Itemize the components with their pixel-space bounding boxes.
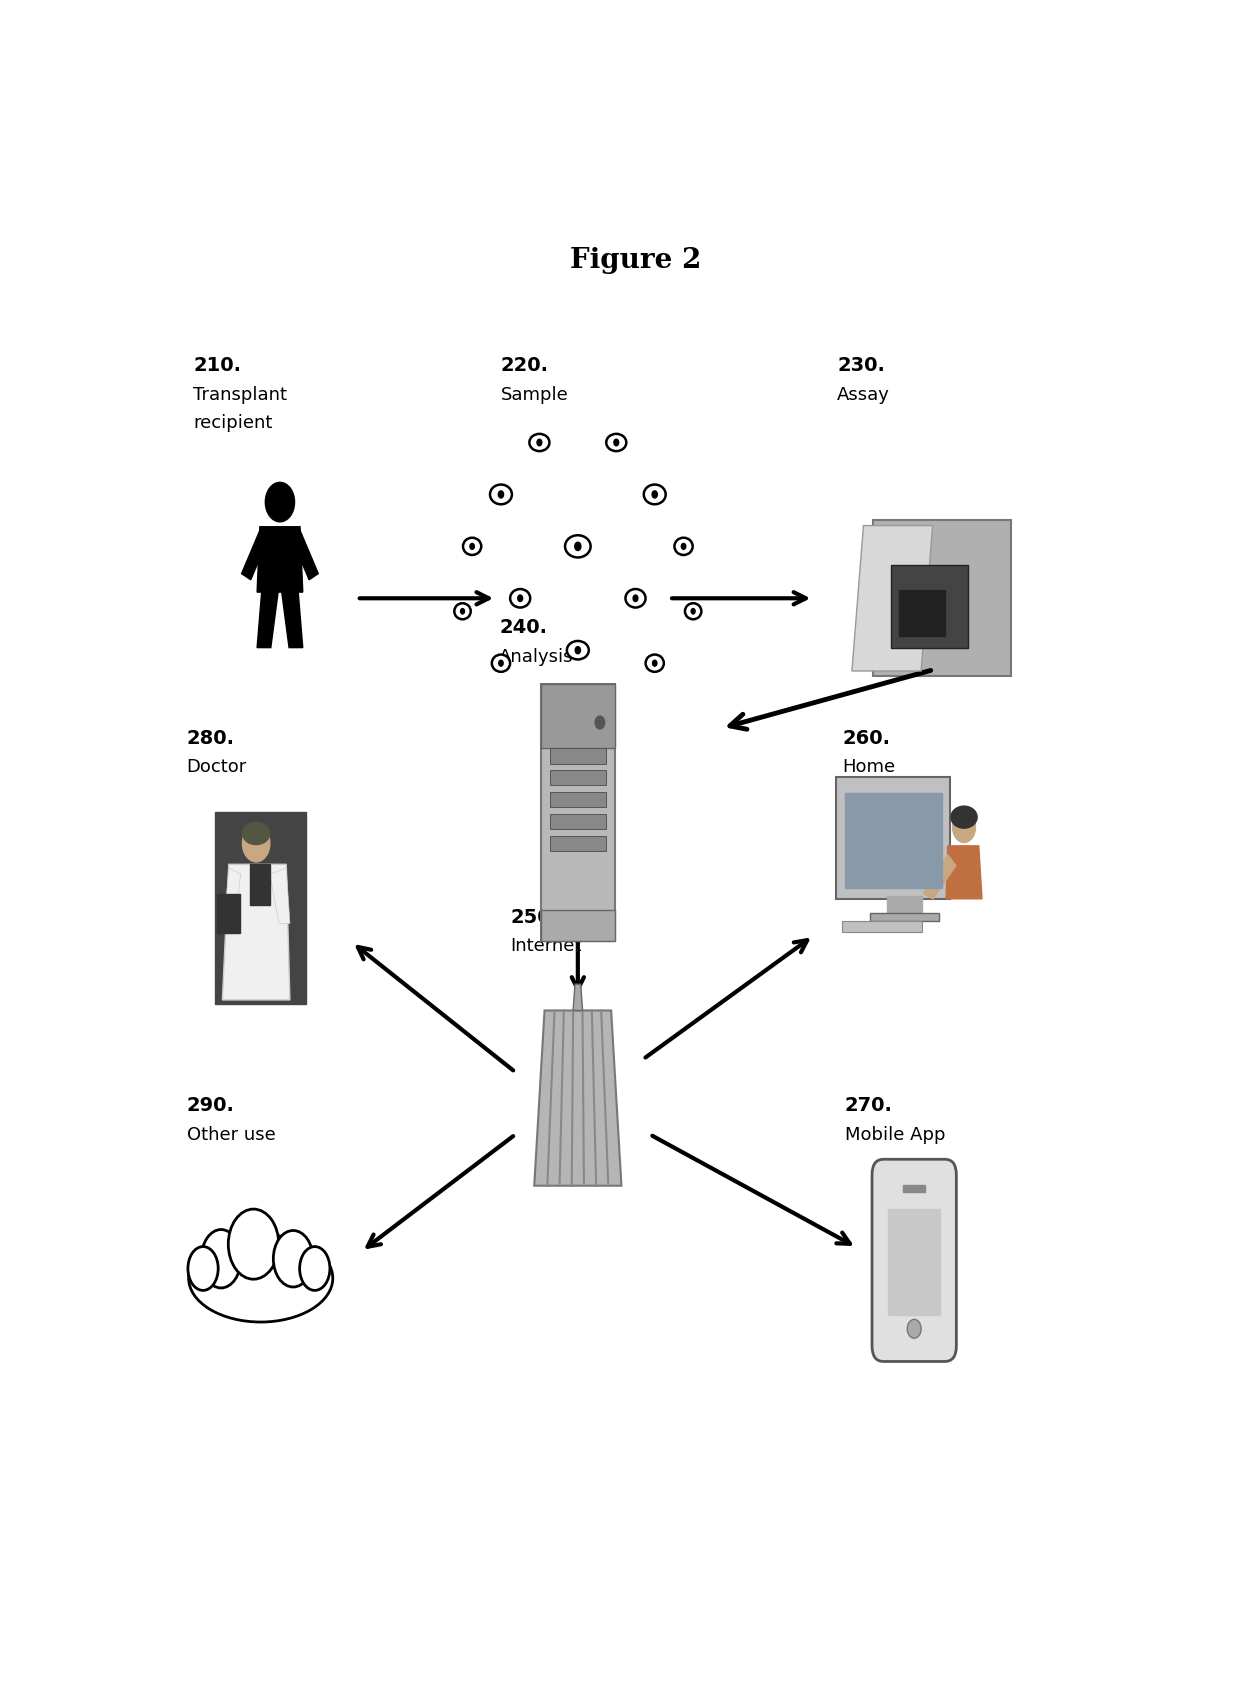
Text: Internet: Internet <box>511 937 582 956</box>
Bar <box>549 792 606 808</box>
Ellipse shape <box>529 433 549 452</box>
Circle shape <box>518 595 522 602</box>
Bar <box>549 836 606 851</box>
Ellipse shape <box>510 588 531 607</box>
Ellipse shape <box>188 1234 332 1322</box>
Ellipse shape <box>567 641 589 659</box>
Bar <box>888 895 921 915</box>
Circle shape <box>595 717 605 728</box>
Polygon shape <box>224 868 241 924</box>
Bar <box>215 813 306 1003</box>
Ellipse shape <box>201 1229 241 1288</box>
Circle shape <box>243 824 270 862</box>
Circle shape <box>952 811 976 843</box>
Ellipse shape <box>454 604 471 619</box>
Ellipse shape <box>228 1209 279 1280</box>
Ellipse shape <box>684 604 702 619</box>
Polygon shape <box>222 865 290 1000</box>
Bar <box>836 777 950 899</box>
Polygon shape <box>257 592 278 647</box>
Polygon shape <box>291 531 319 580</box>
Ellipse shape <box>951 806 977 828</box>
Text: Transplant: Transplant <box>193 386 288 403</box>
Polygon shape <box>242 531 269 580</box>
FancyBboxPatch shape <box>872 1160 956 1362</box>
Ellipse shape <box>188 1246 218 1290</box>
Bar <box>888 1209 940 1315</box>
Polygon shape <box>281 592 303 647</box>
Circle shape <box>498 661 503 666</box>
Text: Sample: Sample <box>501 386 569 403</box>
Text: 220.: 220. <box>501 356 549 374</box>
Circle shape <box>537 440 542 445</box>
Circle shape <box>265 482 295 521</box>
Text: Other use: Other use <box>187 1126 275 1143</box>
Bar <box>549 749 606 764</box>
Bar <box>846 792 942 889</box>
Circle shape <box>634 595 637 602</box>
Bar <box>217 894 239 934</box>
Ellipse shape <box>606 433 626 452</box>
Bar <box>541 685 615 749</box>
Text: Analysis: Analysis <box>498 647 574 666</box>
Circle shape <box>575 543 580 551</box>
Ellipse shape <box>243 823 270 845</box>
Text: Doctor: Doctor <box>187 759 247 776</box>
Ellipse shape <box>675 538 693 555</box>
Ellipse shape <box>463 538 481 555</box>
Text: 260.: 260. <box>842 728 890 747</box>
Text: 280.: 280. <box>187 728 234 747</box>
Ellipse shape <box>625 588 646 607</box>
Circle shape <box>691 609 696 614</box>
Circle shape <box>460 609 465 614</box>
Polygon shape <box>270 868 290 924</box>
Text: 240.: 240. <box>498 619 547 637</box>
Ellipse shape <box>273 1231 312 1286</box>
Ellipse shape <box>492 654 510 671</box>
Text: 270.: 270. <box>844 1096 893 1114</box>
Circle shape <box>908 1320 921 1339</box>
Polygon shape <box>573 985 583 1010</box>
Text: Figure 2: Figure 2 <box>570 248 701 275</box>
Ellipse shape <box>565 534 590 558</box>
Text: Assay: Assay <box>837 386 890 403</box>
Circle shape <box>652 661 657 666</box>
Bar <box>541 685 615 941</box>
Text: Mobile App: Mobile App <box>844 1126 945 1143</box>
Ellipse shape <box>300 1246 330 1290</box>
Circle shape <box>470 543 475 550</box>
Text: 210.: 210. <box>193 356 242 374</box>
Circle shape <box>614 440 619 445</box>
Circle shape <box>498 491 503 497</box>
Ellipse shape <box>646 654 663 671</box>
Ellipse shape <box>644 484 666 504</box>
Circle shape <box>575 647 580 654</box>
Bar <box>541 910 615 941</box>
Bar <box>903 1185 925 1192</box>
Bar <box>892 565 968 647</box>
Ellipse shape <box>490 484 512 504</box>
Polygon shape <box>534 1010 621 1185</box>
Text: 290.: 290. <box>187 1096 234 1114</box>
Text: 250.: 250. <box>511 907 558 927</box>
Bar <box>870 914 939 921</box>
Text: 230.: 230. <box>837 356 885 374</box>
Polygon shape <box>924 855 956 899</box>
Bar <box>549 771 606 786</box>
Bar <box>899 590 945 636</box>
Circle shape <box>652 491 657 497</box>
Polygon shape <box>946 846 982 899</box>
Bar <box>873 521 1011 676</box>
Polygon shape <box>852 526 932 671</box>
Text: Home: Home <box>842 759 895 776</box>
Bar <box>549 814 606 830</box>
Bar <box>842 921 921 932</box>
Circle shape <box>681 543 686 550</box>
Text: recipient: recipient <box>193 415 273 432</box>
Polygon shape <box>257 526 303 592</box>
Polygon shape <box>249 865 270 905</box>
